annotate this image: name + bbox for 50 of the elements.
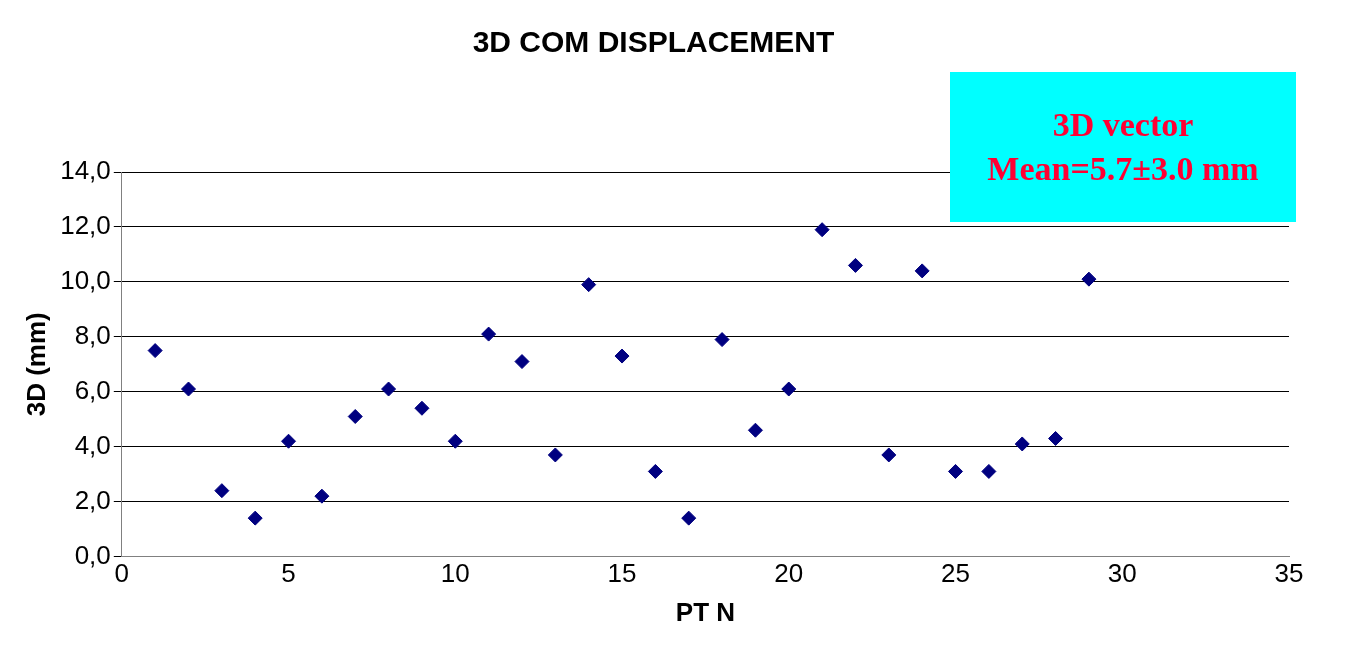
point — [981, 463, 997, 479]
y-tick-label: 12,0 — [60, 210, 111, 241]
point — [514, 354, 530, 370]
point — [647, 463, 663, 479]
point — [1081, 271, 1097, 287]
point — [1014, 436, 1030, 452]
x-axis-title: PT N — [675, 596, 736, 627]
point — [481, 326, 497, 342]
point — [314, 488, 330, 504]
point — [847, 257, 863, 273]
point — [447, 433, 463, 449]
y-tick-label: 10,0 — [60, 265, 111, 296]
point — [714, 332, 730, 348]
y-tick-label: 0,0 — [74, 539, 111, 570]
point — [281, 433, 297, 449]
point — [881, 447, 897, 463]
x-tick-label: 35 — [1274, 558, 1304, 589]
point — [347, 409, 363, 424]
y-tick-label: 6,0 — [74, 374, 111, 405]
point — [614, 348, 630, 364]
x-tick-label: 10 — [440, 558, 470, 589]
x-tick-label: 30 — [1107, 558, 1137, 589]
point — [681, 510, 697, 526]
point — [414, 400, 430, 416]
y-tick-label: 14,0 — [60, 155, 111, 186]
point — [781, 381, 797, 397]
point — [814, 222, 830, 238]
point — [247, 510, 263, 526]
point — [147, 343, 163, 359]
note-box: 3D vector Mean=5.7±3.0 mm — [950, 72, 1296, 222]
point — [1048, 430, 1064, 446]
point — [581, 277, 597, 293]
annotation: Mean=5.7±3.0 mm — [987, 149, 1259, 189]
x-tick-label: 5 — [281, 558, 296, 589]
chart-title: 3D COM DISPLACEMENT — [472, 25, 835, 59]
x-tick-label: 20 — [774, 558, 804, 589]
y-axis-title: 3D (mm) — [20, 312, 51, 417]
x-tick-label: 15 — [607, 558, 637, 589]
y-tick-label: 2,0 — [74, 484, 111, 515]
y-tick-label: 8,0 — [74, 320, 111, 350]
point — [914, 263, 930, 279]
point — [547, 447, 563, 463]
point — [747, 422, 763, 438]
point — [181, 381, 196, 397]
y-tick-label: 4,0 — [74, 429, 111, 460]
x-tick-label: 0 — [114, 558, 130, 589]
point — [948, 463, 964, 479]
x-tick-label: 25 — [941, 558, 970, 589]
point — [381, 381, 397, 397]
point — [214, 483, 230, 499]
